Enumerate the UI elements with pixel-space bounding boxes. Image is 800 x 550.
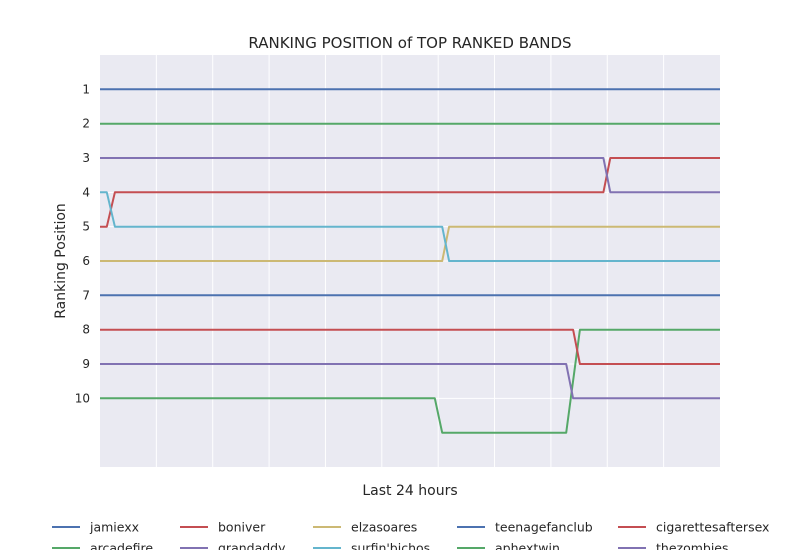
series-line-6: [100, 191, 720, 262]
legend-label-10: thezombies: [656, 541, 729, 550]
series-line-10: [100, 363, 720, 400]
legend-label-2: arcadefire: [90, 541, 153, 550]
legend-label-6: surfin'bichos: [351, 541, 430, 550]
legend-label-7: teenagefanclub: [495, 520, 593, 535]
series-line-4: [100, 157, 720, 194]
chart-title: RANKING POSITION of TOP RANKED BANDS: [248, 34, 571, 52]
series-line-3: [100, 157, 720, 228]
y-tick-label-8: 8: [82, 323, 90, 337]
y-tick-label-3: 3: [82, 151, 90, 165]
y-tick-label-1: 1: [82, 82, 90, 96]
y-tick-label-2: 2: [82, 117, 90, 131]
y-axis-label: Ranking Position: [53, 203, 69, 319]
legend-label-5: elzasoares: [351, 520, 417, 535]
y-tick-label-10: 10: [75, 391, 90, 405]
series-line-8: [100, 328, 720, 434]
y-tick-label-5: 5: [82, 220, 90, 234]
series-line-9: [100, 328, 720, 365]
y-tick-label-7: 7: [82, 288, 90, 302]
y-tick-label-4: 4: [82, 185, 90, 199]
legend-label-1: jamiexx: [89, 520, 139, 535]
legend: jamiexx arcadefire boniver grandaddy elzasoa…: [52, 520, 769, 550]
legend-label-9: cigarettesaftersex: [656, 520, 769, 535]
x-axis-label: Last 24 hours: [362, 483, 457, 499]
y-tick-label-6: 6: [82, 254, 90, 268]
legend-label-8: aphextwin: [495, 541, 560, 550]
legend-label-4: grandaddy: [218, 541, 286, 550]
y-tick-label-9: 9: [82, 357, 90, 371]
legend-label-3: boniver: [218, 520, 266, 535]
series-lines: [100, 88, 720, 434]
y-tick-labels: 1 2 3 4 5 6 7 8 9 10: [75, 82, 90, 405]
